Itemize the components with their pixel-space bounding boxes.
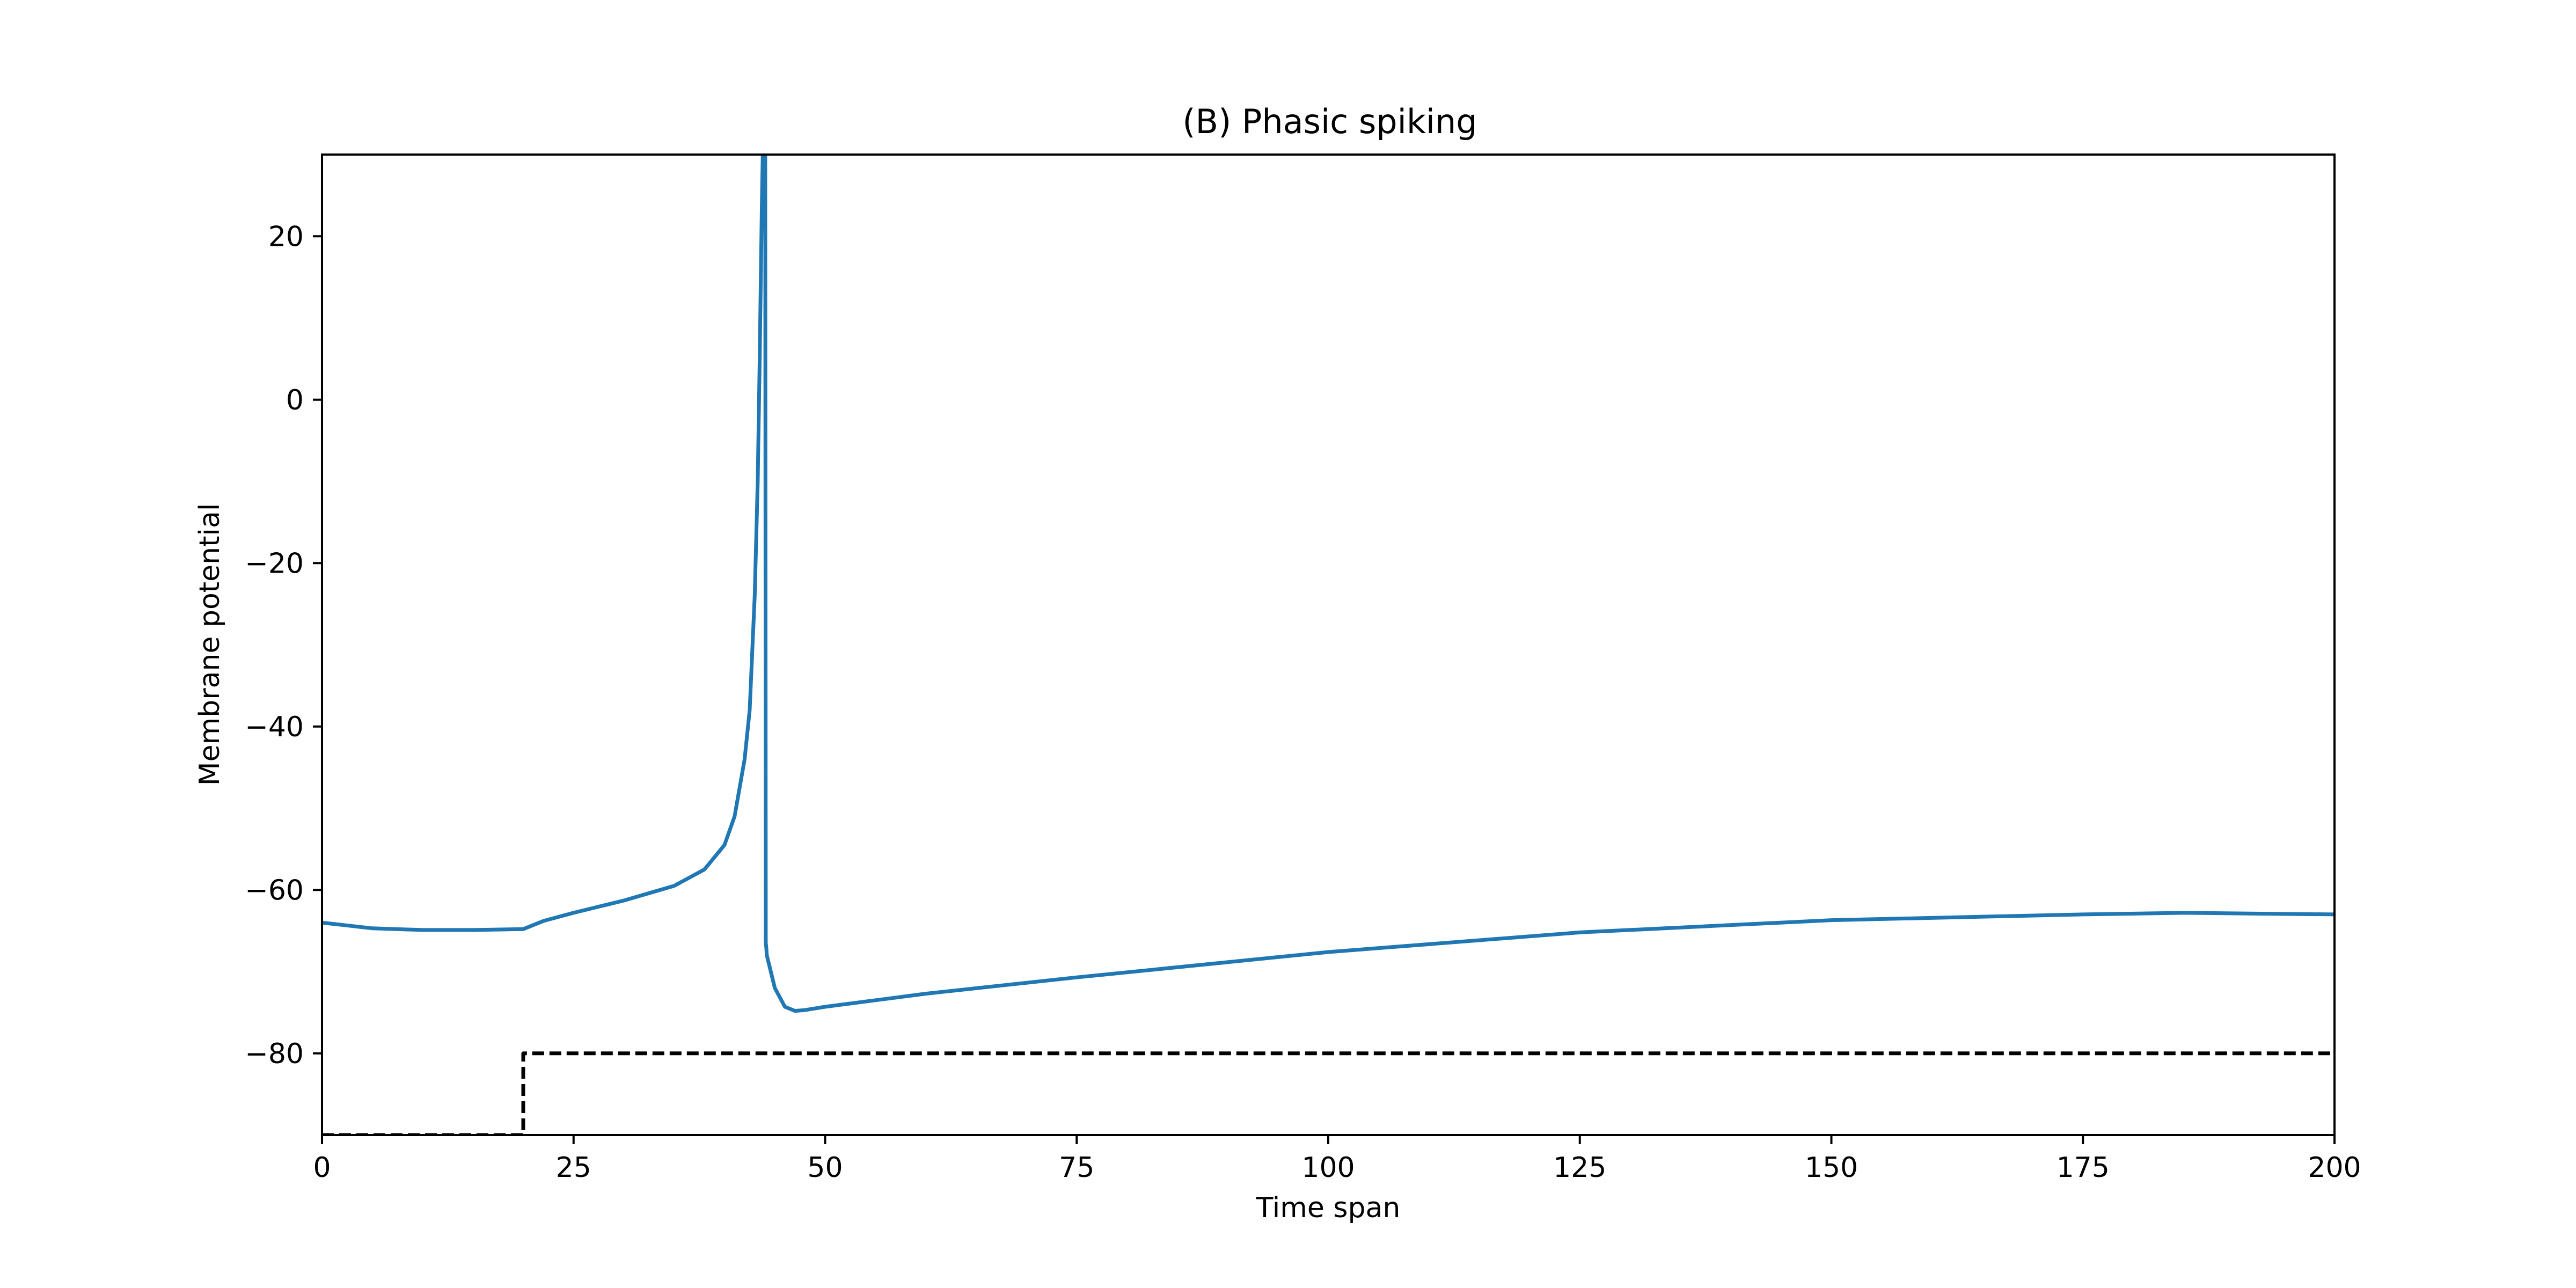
x-tick-label: 75 [1059, 1152, 1094, 1184]
chart-title: (B) Phasic spiking [1182, 102, 1477, 141]
x-tick-label: 150 [1805, 1152, 1858, 1184]
y-axis-label: Membrane potential [194, 503, 226, 786]
y-tick-label: −60 [245, 874, 304, 906]
membrane-potential-series-line [322, 155, 2334, 1013]
y-tick-label: −40 [245, 711, 304, 743]
y-tick-label: −80 [245, 1038, 304, 1070]
x-tick-label: 200 [2308, 1152, 2361, 1184]
x-tick-label: 125 [1553, 1152, 1606, 1184]
input-current-series-line [322, 1051, 2334, 1135]
x-axis-ticks: 0 25 50 75 100 125 150 175 200 [313, 1135, 2361, 1184]
y-tick-label: −20 [245, 547, 304, 580]
x-axis-label: Time span [1256, 1192, 1401, 1224]
x-tick-label: 100 [1301, 1152, 1355, 1184]
y-axis-ticks: −80 −60 −40 −20 0 20 [245, 221, 322, 1070]
x-tick-label: 175 [2057, 1152, 2110, 1184]
plot-frame [321, 153, 2336, 1136]
x-tick-label: 50 [807, 1152, 843, 1184]
y-tick-label: 0 [286, 384, 304, 416]
x-tick-label: 25 [556, 1152, 591, 1184]
y-tick-label: 20 [268, 221, 304, 253]
x-tick-label: 0 [313, 1152, 331, 1184]
plot-area [322, 155, 2334, 1135]
